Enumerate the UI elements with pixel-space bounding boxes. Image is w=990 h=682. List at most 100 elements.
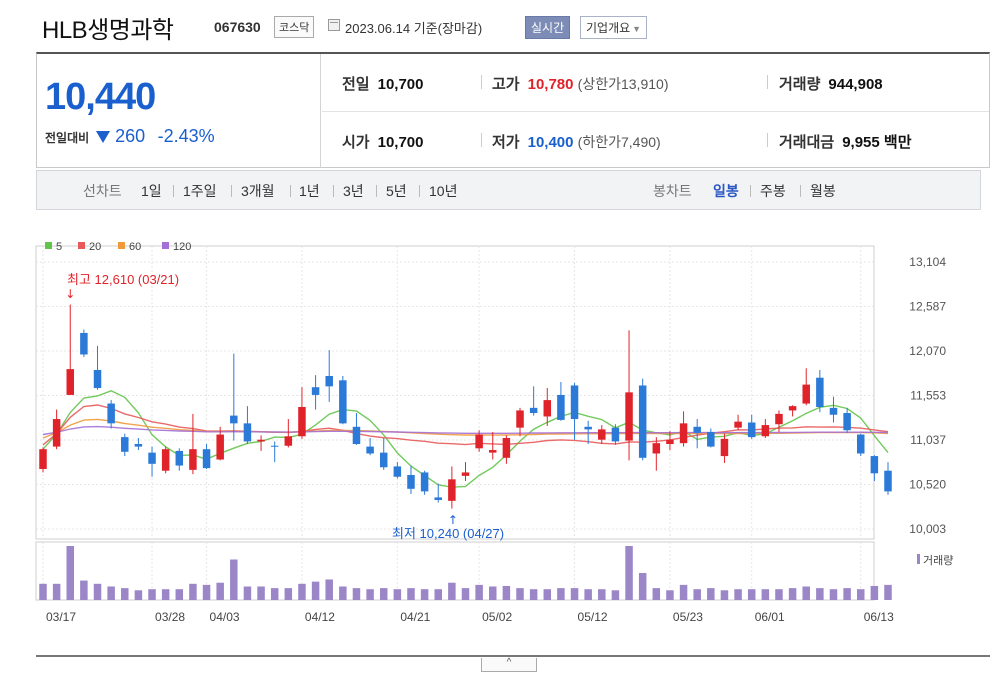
candle-body <box>666 439 674 445</box>
volume-bar <box>52 583 61 600</box>
legend-swatch <box>162 242 169 249</box>
candle-body <box>843 413 851 431</box>
cell-separator <box>481 133 482 147</box>
cell-separator <box>767 75 768 89</box>
legend-label: 5 <box>56 241 62 253</box>
candle-body <box>652 443 661 454</box>
stock-code: 067630 <box>214 19 261 35</box>
x-tick-label: 03/17 <box>46 610 76 624</box>
change-absolute: 260 <box>115 126 146 146</box>
volume-bar <box>161 589 170 600</box>
upper-limit-value: 13,910 <box>620 76 664 92</box>
volume-bar <box>80 580 88 600</box>
volume-bar <box>502 585 511 600</box>
volume-bar <box>570 588 579 600</box>
candle-body <box>339 380 347 424</box>
low-arrow: ↑ <box>448 513 458 527</box>
volume-bar <box>734 589 742 600</box>
volume-bar <box>121 588 129 600</box>
candle-body <box>407 475 415 489</box>
volume-bar <box>352 588 361 600</box>
period-1d[interactable]: 1일 <box>141 183 162 199</box>
ma120-line <box>42 425 889 436</box>
candle-body <box>420 472 429 492</box>
candle-body <box>884 470 892 492</box>
low-value: 10,400 <box>527 134 574 151</box>
y-tick-label: 13,104 <box>909 255 946 269</box>
candle-body <box>693 426 701 433</box>
company-name: HLB생명과학 <box>42 17 174 44</box>
upper-limit-close: ) <box>663 76 669 92</box>
volume-bar <box>584 589 592 600</box>
x-tick-label: 06/01 <box>755 610 785 624</box>
x-tick-label: 06/13 <box>864 610 894 624</box>
candle-body <box>611 427 620 442</box>
period-monthly[interactable]: 월봉 <box>810 183 836 199</box>
candle-body <box>148 452 156 464</box>
candle-body <box>802 384 810 404</box>
y-tick-label: 12,587 <box>909 300 946 314</box>
change-row: 전일대비 260 -2.43% <box>45 126 215 147</box>
candle-body <box>80 332 88 355</box>
ma20-line <box>42 404 889 446</box>
period-10y[interactable]: 10년 <box>429 183 458 199</box>
candle-body <box>52 419 61 447</box>
volume-bar <box>761 589 770 600</box>
period-1y[interactable]: 1년 <box>299 183 320 199</box>
period-1w[interactable]: 1주일 <box>183 183 217 199</box>
candle-body <box>570 385 579 420</box>
volume-label: 거래량 <box>779 76 821 93</box>
candle-body <box>107 403 115 424</box>
cell-separator <box>767 133 768 147</box>
candle-body <box>366 446 374 454</box>
candle-body <box>638 385 647 458</box>
volume-bar <box>856 589 865 600</box>
candle-body <box>461 472 470 476</box>
separator <box>419 185 420 197</box>
volume-bar <box>420 589 429 600</box>
period-bar: 선차트 1일 1주일 3개월 1년 3년 5년 10년 봉차트 일봉 주봉 월봉 <box>36 170 981 210</box>
volume-bar <box>829 589 838 600</box>
period-weekly[interactable]: 주봉 <box>760 183 786 199</box>
candle-body <box>379 452 388 468</box>
legend-swatch <box>118 242 125 249</box>
candle-body <box>489 450 497 453</box>
volume-bar <box>216 582 224 600</box>
candle-body <box>39 449 47 469</box>
volume-bar <box>257 586 265 600</box>
collapse-button[interactable]: ^ <box>481 658 537 672</box>
x-tick-label: 04/21 <box>400 610 430 624</box>
candle-body <box>502 437 511 458</box>
volume-bar <box>325 579 333 600</box>
legend-label: 20 <box>89 241 101 253</box>
candle-body <box>516 410 524 428</box>
volume-bar <box>379 588 388 600</box>
high-value: 10,780 <box>527 76 574 93</box>
open-label: 시가 <box>342 134 370 151</box>
realtime-button[interactable]: 실시간 <box>525 16 571 39</box>
period-3m[interactable]: 3개월 <box>241 183 275 199</box>
candle-body <box>230 415 238 424</box>
caret-down-icon: ▼ <box>632 24 642 34</box>
separator <box>800 185 801 197</box>
y-tick-label: 10,003 <box>909 522 946 536</box>
company-overview-button[interactable]: 기업개요 ▼ <box>580 16 648 39</box>
period-3y[interactable]: 3년 <box>343 183 364 199</box>
volume-value: 944,908 <box>828 76 883 93</box>
candle-body <box>284 436 293 446</box>
lower-limit-value: 7,490 <box>620 134 657 150</box>
period-5y[interactable]: 5년 <box>386 183 407 199</box>
high-price: 고가 10,780 (상한가13,910) <box>492 73 668 94</box>
legend-label: 120 <box>173 241 191 253</box>
candle-body <box>529 407 538 414</box>
volume-bar <box>230 559 238 600</box>
volume-bar <box>638 573 647 600</box>
change-percent: -2.43% <box>157 126 215 146</box>
volume-bar <box>652 588 661 600</box>
volume-bar <box>884 584 892 600</box>
volume-bar <box>39 583 47 600</box>
y-tick-label: 10,520 <box>909 477 946 491</box>
quote-panel: 10,440 전일대비 260 -2.43% 전일 10,700 시가 10,700… <box>36 52 990 168</box>
period-daily[interactable]: 일봉 <box>713 183 739 199</box>
